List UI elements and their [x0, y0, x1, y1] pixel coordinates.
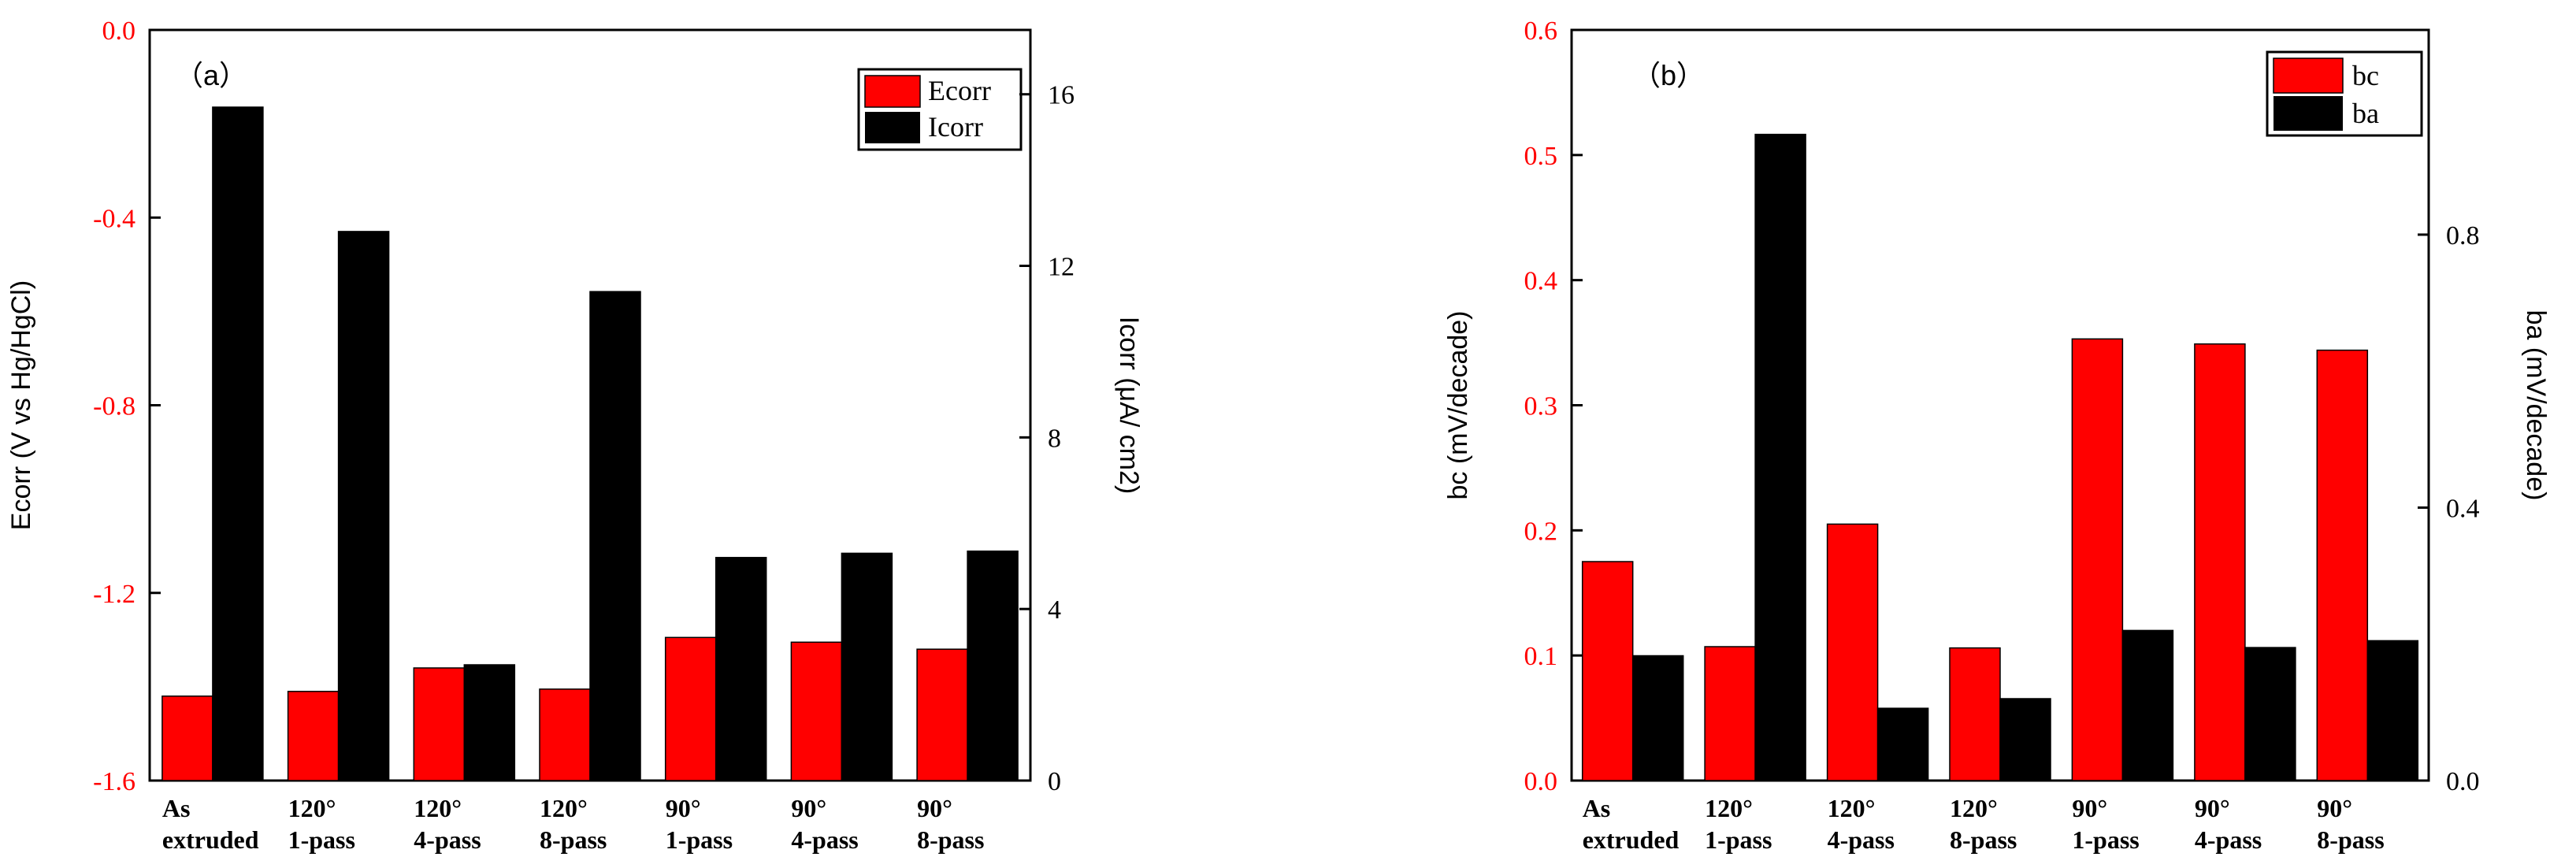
left-tick-label-a-2: -0.8	[93, 392, 135, 421]
bar-icorr-5	[715, 557, 767, 781]
bar-bc-2	[1704, 646, 1756, 781]
bar-icorr-1	[212, 106, 264, 781]
bar-bc-6	[2194, 343, 2246, 781]
legend-label-icorr: Icorr	[928, 111, 983, 143]
bar-icorr-4	[589, 291, 641, 781]
bar-ecorr-6	[790, 641, 843, 781]
left-tick-label-b-2: 0.2	[1524, 517, 1558, 546]
left-tick-label-b-0: 0.0	[1524, 767, 1558, 796]
category-label-6-line2: 4-pass	[791, 825, 858, 854]
legend-label-bc: bc	[2352, 60, 2379, 91]
category-label-5-line2: 1-pass	[666, 825, 733, 854]
legend-frame-b	[2266, 50, 2423, 137]
legend-label-ecorr: Ecorr	[928, 75, 991, 106]
left-axis-title-a: Ecorr (V vs Hg/HgCl)	[6, 280, 36, 530]
bar-ecorr-7	[916, 648, 968, 781]
right-tick-label-a-3: 12	[1048, 253, 1075, 282]
right-tick-label-b-2: 0.8	[2446, 221, 2480, 250]
category-label-6-line1: 90°	[2195, 794, 2230, 822]
category-label-2-line1: 120°	[1705, 794, 1753, 822]
bar-ba-7	[2366, 640, 2419, 781]
chart-panel-b: （b） As extruded 120° 1-pass 120° 4-pass 120° 8-…	[1443, 17, 2551, 854]
left-tick-label-b-4: 0.4	[1524, 267, 1558, 296]
right-tick-label-b-1: 0.4	[2446, 494, 2480, 523]
right-axis-title-a: Icorr (μA/ cm2)	[1114, 317, 1144, 494]
left-tick-label-a-1: -1.2	[93, 580, 135, 609]
legend-a: Ecorr Icorr	[857, 68, 1023, 151]
left-tick-label-b-6: 0.6	[1524, 17, 1558, 46]
right-tick-label-a-0: 0	[1048, 767, 1061, 796]
bar-ba-5	[2121, 629, 2174, 781]
category-label-4-line2: 8-pass	[540, 825, 607, 854]
bar-ecorr-3	[413, 667, 466, 781]
category-label-6-line1: 90°	[791, 794, 826, 822]
bar-icorr-7	[967, 550, 1019, 781]
panel-label-a: （a）	[175, 59, 247, 91]
legend-swatch-ecorr	[864, 75, 921, 108]
legend-b: bc ba	[2266, 50, 2423, 137]
left-tick-label-b-3: 0.3	[1524, 392, 1558, 421]
category-label-7-line1: 90°	[917, 794, 952, 822]
category-label-2-line2: 1-pass	[288, 825, 355, 854]
left-axis-title-b: bc (mV/decade)	[1443, 311, 1473, 500]
category-label-5-line2: 1-pass	[2072, 825, 2139, 854]
bar-ba-4	[1999, 698, 2051, 781]
right-axis-title-b: ba (mV/decade)	[2521, 310, 2551, 501]
right-tick-label-a-2: 8	[1048, 424, 1061, 453]
category-label-3-line1: 120°	[1828, 794, 1876, 822]
legend-frame-a	[857, 68, 1023, 151]
category-label-1-line1: As	[1583, 794, 1611, 822]
category-label-1-line2: extruded	[162, 825, 259, 854]
bar-ecorr-1	[161, 696, 213, 781]
bar-ecorr-2	[287, 691, 340, 781]
right-tick-label-a-1: 4	[1048, 595, 1061, 625]
category-label-1-line1: As	[162, 794, 191, 822]
left-tick-label-b-1: 0.1	[1524, 642, 1558, 671]
bar-icorr-2	[337, 231, 390, 781]
bar-ba-3	[1876, 707, 1929, 781]
bar-bc-7	[2316, 349, 2369, 781]
category-label-3-line1: 120°	[414, 794, 462, 822]
bar-bc-3	[1826, 523, 1879, 781]
chart-panel-a: （a） Asextruded120°1-pass120°4-pass120°8-…	[6, 17, 1144, 854]
category-label-4-line1: 120°	[1950, 794, 1998, 822]
bar-bc-5	[2071, 338, 2124, 781]
panel-label-b: （b）	[1632, 59, 1705, 91]
left-tick-label-a-4: 0.0	[102, 17, 136, 46]
category-label-3-line2: 4-pass	[414, 825, 481, 854]
bar-ecorr-5	[664, 636, 717, 781]
bar-ecorr-4	[539, 688, 591, 781]
bar-icorr-6	[841, 552, 893, 781]
left-tick-label-b-5: 0.5	[1524, 142, 1558, 171]
legend-swatch-ba	[2273, 96, 2343, 131]
category-label-5-line1: 90°	[666, 794, 701, 822]
category-label-7-line2: 8-pass	[917, 825, 984, 854]
left-tick-label-a-0: -1.6	[93, 767, 135, 796]
bar-bc-4	[1949, 647, 2001, 781]
category-label-3-line2: 4-pass	[1828, 825, 1895, 854]
right-tick-label-b-0: 0.0	[2446, 767, 2480, 796]
category-label-5-line1: 90°	[2072, 794, 2107, 822]
legend-label-ba: ba	[2352, 98, 2379, 129]
bar-ba-1	[1631, 655, 1684, 781]
legend-swatch-bc	[2273, 57, 2344, 94]
category-label-7-line1: 90°	[2317, 794, 2352, 822]
left-tick-label-a-3: -0.4	[93, 204, 135, 233]
category-label-1-line2: extruded	[1583, 825, 1680, 854]
legend-swatch-icorr	[865, 112, 920, 143]
bar-ba-6	[2244, 647, 2296, 781]
right-tick-label-a-4: 16	[1048, 81, 1075, 110]
category-label-2-line2: 1-pass	[1705, 825, 1772, 854]
category-label-2-line1: 120°	[288, 794, 336, 822]
bar-bc-1	[1581, 561, 1634, 781]
bar-ba-2	[1754, 133, 1806, 781]
category-label-4-line2: 8-pass	[1950, 825, 2017, 854]
category-label-7-line2: 8-pass	[2317, 825, 2384, 854]
bar-icorr-3	[463, 664, 516, 781]
category-label-4-line1: 120°	[540, 794, 588, 822]
category-label-6-line2: 4-pass	[2195, 825, 2262, 854]
